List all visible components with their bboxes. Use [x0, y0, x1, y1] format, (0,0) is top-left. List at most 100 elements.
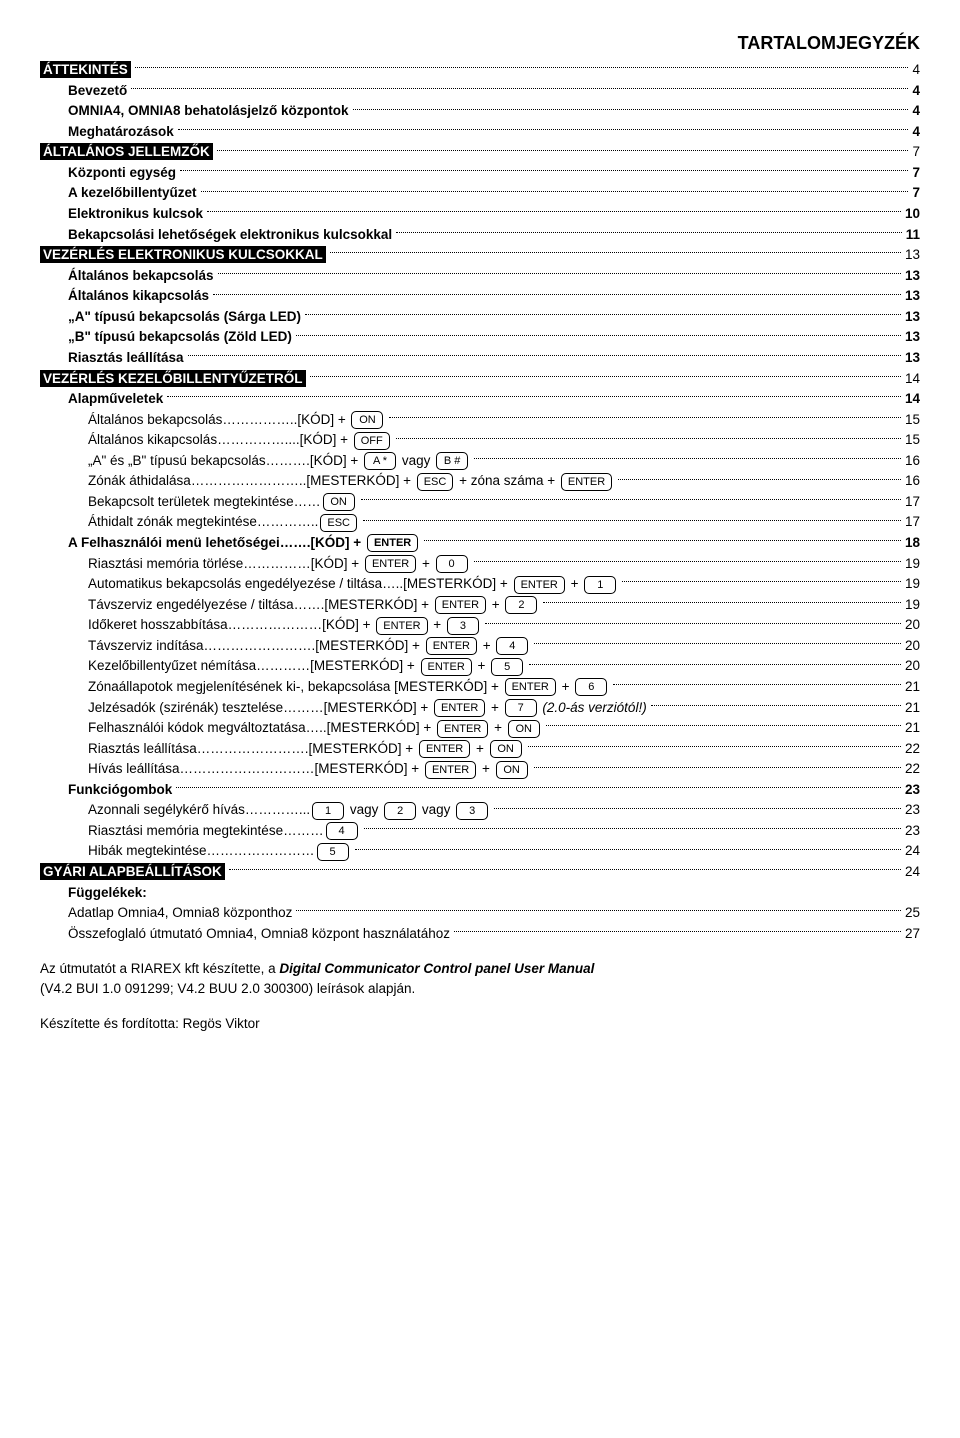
- section-heading: ÁLTALÁNOS JELLEMZŐK: [40, 143, 213, 160]
- toc-row: VEZÉRLÉS KEZELŐBILLENTYŰZETRŐL 14: [40, 369, 920, 389]
- page-num: 7: [912, 183, 920, 203]
- toc-row: Kezelőbillentyűzet némítása…………[MESTERKÓ…: [40, 656, 920, 676]
- key-icon: 7: [505, 699, 537, 717]
- page-num: 19: [905, 595, 920, 615]
- page-num: 4: [912, 60, 920, 80]
- toc-label: OMNIA4, OMNIA8 behatolásjelző központok: [68, 101, 349, 121]
- toc-label: Azonnali segélykérő hívás…………...1 vagy 2…: [88, 800, 490, 820]
- page-num: 4: [912, 81, 920, 101]
- page-num: 25: [905, 903, 920, 923]
- toc-row: Riasztás leállítása…………………….[MESTERKÓD] …: [40, 739, 920, 759]
- key-icon: 2: [384, 802, 416, 820]
- key-icon: ENTER: [421, 658, 472, 676]
- toc-row: Távszerviz indítása…………………….[MESTERKÓD] …: [40, 636, 920, 656]
- toc-row: ÁLTALÁNOS JELLEMZŐK 7: [40, 142, 920, 162]
- toc-label: Általános kikapcsolás……………....[KÓD] + OF…: [88, 430, 392, 450]
- page-num: 13: [905, 266, 920, 286]
- page-num: 15: [905, 430, 920, 450]
- page-num: 17: [905, 492, 920, 512]
- page-num: 4: [912, 122, 920, 142]
- toc-label: Általános bekapcsolás: [68, 266, 214, 286]
- toc-label: Távszerviz indítása…………………….[MESTERKÓD] …: [88, 636, 530, 656]
- toc-row: Bekapcsolási lehetőségek elektronikus ku…: [40, 225, 920, 245]
- key-icon: ENTER: [434, 699, 485, 717]
- key-icon: OFF: [354, 432, 390, 450]
- key-icon: ENTER: [376, 617, 427, 635]
- toc-row: Távszerviz engedélyezése / tiltása…….[ME…: [40, 595, 920, 615]
- toc-label: „A" típusú bekapcsolás (Sárga LED): [68, 307, 301, 327]
- key-icon: ENTER: [419, 740, 470, 758]
- key-icon: 5: [491, 658, 523, 676]
- page-num: 11: [906, 225, 920, 245]
- page-num: 20: [905, 615, 920, 635]
- page-num: 13: [905, 307, 920, 327]
- key-icon: ENTER: [365, 555, 416, 573]
- toc-label: Áthidalt zónák megtekintése…………..ESC: [88, 512, 359, 532]
- toc-row: Hívás leállítása…………………………[MESTERKÓD] + …: [40, 759, 920, 779]
- toc-label: Összefoglaló útmutató Omnia4, Omnia8 köz…: [68, 924, 450, 944]
- page-num: 22: [905, 759, 920, 779]
- toc-row: Bevezető 4: [40, 81, 920, 101]
- page-num: 19: [905, 574, 920, 594]
- toc-label: A kezelőbillentyűzet: [68, 183, 197, 203]
- page-num: 24: [905, 841, 920, 861]
- toc-label: Riasztás leállítása: [68, 348, 184, 368]
- key-icon: ON: [508, 720, 540, 738]
- page-num: 16: [905, 471, 920, 491]
- toc-row: Általános kikapcsolás……………....[KÓD] + OF…: [40, 430, 920, 450]
- toc-row: „A" és „B" típusú bekapcsolás……….[KÓD] +…: [40, 451, 920, 471]
- section-heading: VEZÉRLÉS ELEKTRONIKUS KULCSOKKAL: [40, 246, 326, 263]
- toc-label: Funkciógombok: [68, 780, 172, 800]
- toc-row: Felhasználói kódok megváltoztatása…..[ME…: [40, 718, 920, 738]
- toc-row: Függelékek:: [40, 883, 920, 903]
- footer: Készítette és fordította: Regös Viktor: [40, 1014, 920, 1034]
- key-icon: ESC: [417, 473, 454, 491]
- toc-row: Funkciógombok 23: [40, 780, 920, 800]
- toc-row: Zónák áthidalása……………………..[MESTERKÓD] + …: [40, 471, 920, 491]
- page-num: 7: [912, 163, 920, 183]
- toc-row: Meghatározások 4: [40, 122, 920, 142]
- toc-row: Riasztási memória megtekintése………423: [40, 821, 920, 841]
- page-num: 23: [905, 800, 920, 820]
- footer-text: Digital Communicator Control panel User …: [279, 961, 594, 976]
- toc-label: Hibák megtekintése……………………5: [88, 841, 351, 861]
- key-icon: ENTER: [505, 678, 556, 696]
- toc-row: Adatlap Omnia4, Omnia8 központhoz25: [40, 903, 920, 923]
- page-num: 27: [905, 924, 920, 944]
- toc-row: Zónaállapotok megjelenítésének ki-, beka…: [40, 677, 920, 697]
- toc-label: Riasztási memória törlése……………[KÓD] + EN…: [88, 554, 470, 574]
- toc-row: ÁTTEKINTÉS 4: [40, 60, 920, 80]
- key-icon: ENTER: [514, 576, 565, 594]
- toc-row: Automatikus bekapcsolás engedélyezése / …: [40, 574, 920, 594]
- page-num: 13: [905, 348, 920, 368]
- toc-row: „A" típusú bekapcsolás (Sárga LED) 13: [40, 307, 920, 327]
- toc-row: VEZÉRLÉS ELEKTRONIKUS KULCSOKKAL 13: [40, 245, 920, 265]
- key-icon: 4: [326, 822, 358, 840]
- key-icon: A *: [364, 452, 396, 470]
- toc-row: A kezelőbillentyűzet 7: [40, 183, 920, 203]
- toc-label: Riasztás leállítása…………………….[MESTERKÓD] …: [88, 739, 524, 759]
- page-num: 15: [905, 410, 920, 430]
- page-num: 13: [905, 286, 920, 306]
- page-num: 21: [905, 677, 920, 697]
- key-icon: 1: [312, 802, 344, 820]
- key-icon: 5: [317, 843, 349, 861]
- key-icon: ON: [323, 493, 355, 511]
- toc-row: GYÁRI ALAPBEÁLLÍTÁSOK 24: [40, 862, 920, 882]
- toc-label: Általános bekapcsolás……………..[KÓD] + ON: [88, 410, 385, 430]
- toc-row: Általános bekapcsolás……………..[KÓD] + ON 15: [40, 410, 920, 430]
- page-num: 14: [905, 369, 920, 389]
- toc-row: A Felhasználói menü lehetőségei…….[KÓD] …: [40, 533, 920, 553]
- page-num: 20: [905, 636, 920, 656]
- key-icon: ENTER: [437, 720, 488, 738]
- key-icon: B #: [436, 452, 468, 470]
- key-icon: 3: [456, 802, 488, 820]
- section-heading: GYÁRI ALAPBEÁLLÍTÁSOK: [40, 863, 225, 880]
- toc-row: Összefoglaló útmutató Omnia4, Omnia8 köz…: [40, 924, 920, 944]
- toc-label: Bevezető: [68, 81, 127, 101]
- page-num: 17: [905, 512, 920, 532]
- toc-row: Elektronikus kulcsok10: [40, 204, 920, 224]
- toc-row: Hibák megtekintése……………………5 24: [40, 841, 920, 861]
- toc-label: Meghatározások: [68, 122, 174, 142]
- key-icon: 0: [436, 555, 468, 573]
